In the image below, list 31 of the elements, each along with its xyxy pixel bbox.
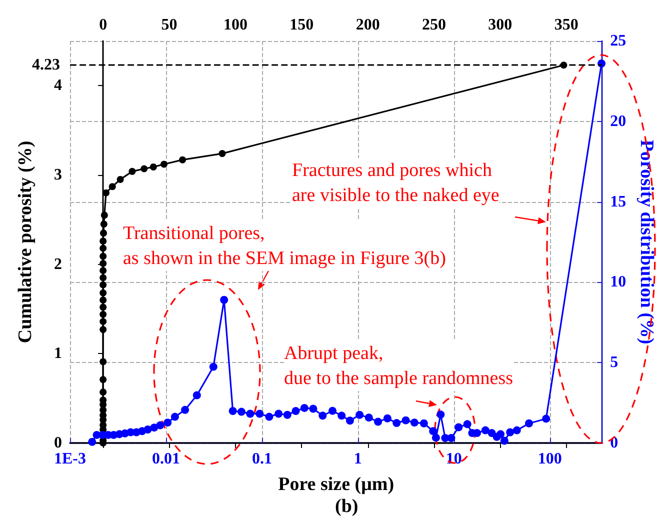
x2-tick-label: 150 <box>290 16 314 34</box>
x2-tick-label: 50 <box>161 16 178 34</box>
y-tick-label: 0 <box>54 434 62 452</box>
y2-tick-label: 20 <box>610 112 626 130</box>
y-axis-title: Cumulative porosity (%) <box>15 140 36 344</box>
x2-tick-label: 0 <box>99 16 108 34</box>
annotation: Fractures and pores which are visible to the naked eye <box>292 160 500 206</box>
y2-tick-label: 15 <box>610 193 626 210</box>
x-tick-label: 1 <box>354 450 362 468</box>
y2-tick-label: 5 <box>610 354 618 372</box>
x2-tick-label: 350 <box>554 16 578 34</box>
x-axis-title: Pore size (μm) <box>278 474 394 495</box>
y-tick-label: 2 <box>54 256 62 273</box>
annotation: Abrupt peak, due to the sample randomness <box>284 343 514 389</box>
x2-tick-label: 300 <box>488 16 512 34</box>
y-tick-label: 1 <box>54 345 62 362</box>
x-tick-label: 100 <box>538 450 562 468</box>
y2-tick-label: 10 <box>610 274 626 291</box>
annotation: Transitional pores, as shown in the SEM image in Figure 3(b) <box>123 223 446 269</box>
x-tick-label: 0.01 <box>152 450 180 468</box>
x2-tick-label: 250 <box>422 16 446 34</box>
y2-tick-label: 25 <box>610 32 626 50</box>
x-tick-label: 1E-3 <box>54 450 86 468</box>
x2-tick-label: 100 <box>223 16 248 34</box>
x2-tick-label: 200 <box>356 16 380 34</box>
y-tick-label: 4 <box>54 77 62 94</box>
x-tick-label: 0.1 <box>252 450 272 468</box>
text: (b) <box>334 496 358 517</box>
y-tick-label: 3 <box>54 166 62 184</box>
y2-axis-title: Porosity distribution (%) <box>636 140 657 344</box>
ref-line-label: 4.23 <box>32 56 60 74</box>
